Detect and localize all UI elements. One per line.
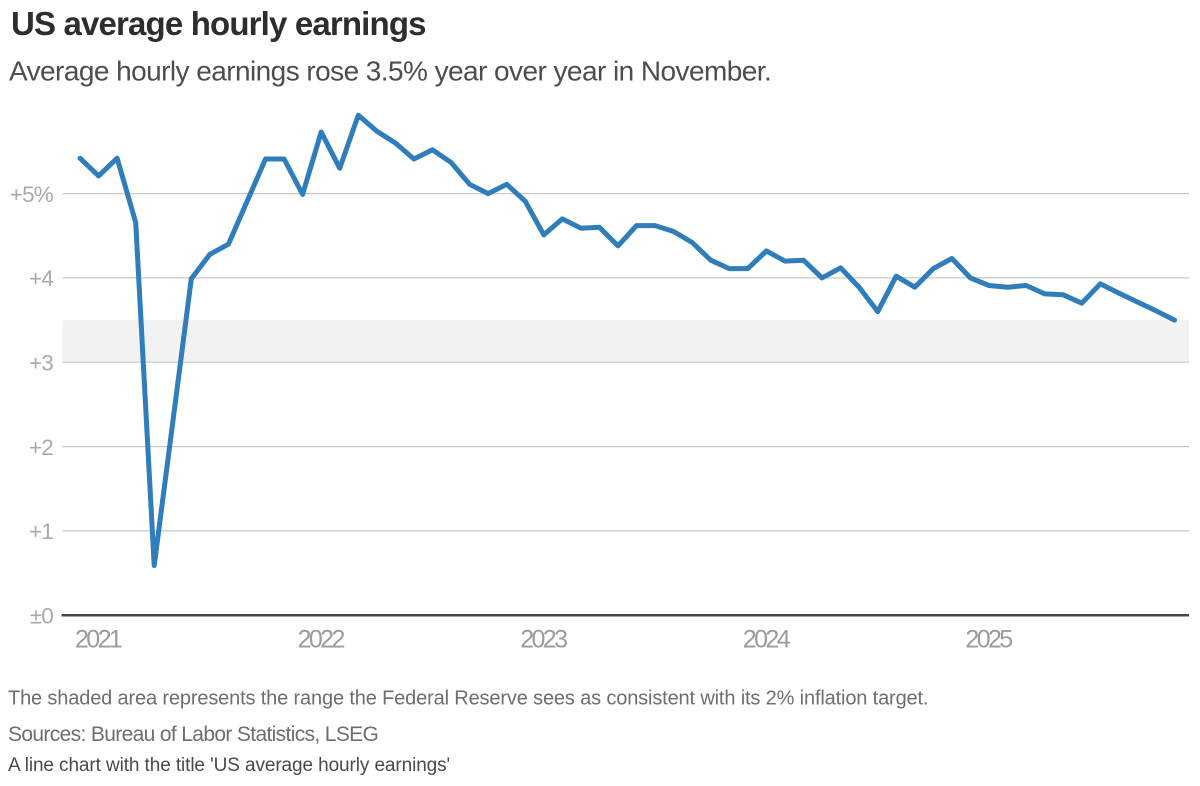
svg-text:The shaded area represents the: The shaded area represents the range the… [8, 688, 928, 710]
svg-text:Sources: Bureau of Labor Stati: Sources: Bureau of Labor Statistics, LSE… [8, 723, 378, 746]
svg-text:+5%: +5% [10, 182, 54, 207]
svg-text:±0: ±0 [30, 603, 54, 628]
svg-text:+1: +1 [29, 519, 53, 544]
svg-text:US average hourly earnings: US average hourly earnings [11, 5, 426, 42]
svg-text:+2: +2 [29, 435, 53, 460]
svg-text:2021: 2021 [75, 626, 122, 654]
svg-text:A line chart with the title 'U: A line chart with the title 'US average … [8, 755, 450, 776]
svg-text:+3: +3 [29, 350, 53, 375]
svg-text:2023: 2023 [520, 626, 567, 654]
svg-text:+4: +4 [29, 266, 53, 291]
svg-text:2025: 2025 [965, 626, 1012, 654]
svg-text:2024: 2024 [743, 626, 791, 654]
svg-text:Average hourly earnings rose 3: Average hourly earnings rose 3.5% year o… [9, 56, 771, 87]
svg-text:2022: 2022 [298, 626, 345, 654]
